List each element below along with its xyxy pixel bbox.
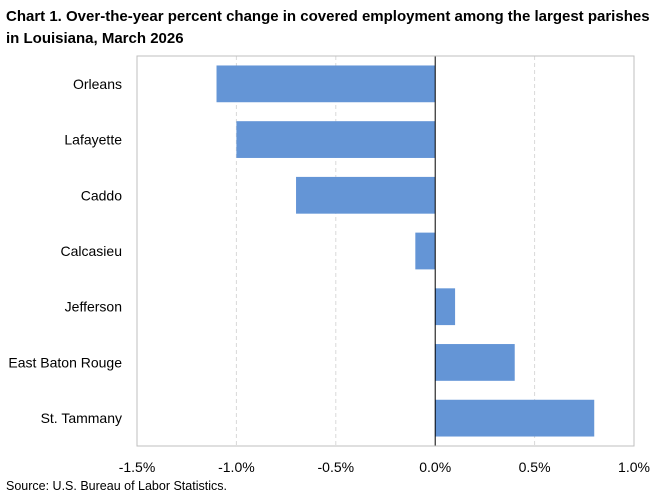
x-tick-label: 1.0% xyxy=(618,459,650,475)
category-label: Jefferson xyxy=(65,299,122,315)
bar-jefferson xyxy=(435,288,456,326)
bars xyxy=(216,65,595,437)
x-tick-label: 0.0% xyxy=(419,459,451,475)
x-tick-label: -1.0% xyxy=(218,459,255,475)
category-label: St. Tammany xyxy=(41,410,122,426)
bar-orleans xyxy=(216,65,436,103)
x-tick-label: -1.5% xyxy=(119,459,156,475)
gridlines xyxy=(235,56,536,446)
bar-caddo xyxy=(296,176,436,214)
x-tick-label: 0.5% xyxy=(519,459,551,475)
bar-lafayette xyxy=(236,121,436,158)
plot-border xyxy=(136,55,635,447)
bar-east-baton-rouge xyxy=(435,344,515,381)
category-label: Lafayette xyxy=(64,132,122,148)
category-label: Caddo xyxy=(81,187,122,203)
tick-labels: -1.5% -1.0% -0.5% 0.0% 0.5% 1.0% xyxy=(119,459,650,475)
category-label: Orleans xyxy=(73,76,122,92)
bar-calcasieu xyxy=(415,232,436,270)
bar-st-tammany xyxy=(435,399,595,437)
category-labels: Orleans Lafayette Caddo Calcasieu Jefferson E… xyxy=(8,76,122,426)
plot-frame xyxy=(136,55,635,447)
category-label: Calcasieu xyxy=(61,243,122,259)
category-label: East Baton Rouge xyxy=(8,354,122,370)
chart-title: Chart 1. Over-the-year percent change in… xyxy=(6,8,650,47)
source-note: Source: U.S. Bureau of Labor Statistics. xyxy=(6,479,227,493)
x-tick-label: -0.5% xyxy=(318,459,355,475)
